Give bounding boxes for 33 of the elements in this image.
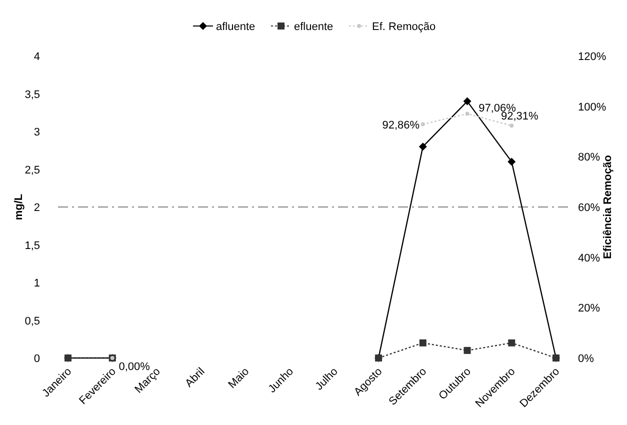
y2-tick-label: 40% (578, 252, 600, 264)
y-tick-label: 3,5 (24, 88, 40, 101)
y-tick-label: 2 (34, 202, 40, 214)
data-label: 92,86% (382, 119, 420, 132)
y2-tick-label: 100% (578, 101, 606, 114)
y-tick-label: 4 (34, 51, 40, 63)
y2-axis-title: Eficiência Remoção (602, 154, 614, 259)
point (464, 346, 471, 354)
point (510, 124, 514, 128)
point (465, 112, 470, 116)
y-tick-label: 3 (34, 126, 40, 138)
legend-label: Ef. Remoção (372, 21, 436, 33)
y-tick-label: 0 (34, 353, 40, 365)
y-tick-label: 1,5 (24, 240, 40, 252)
point (508, 339, 516, 346)
y2-tick-label: 80% (578, 152, 600, 164)
point (418, 142, 427, 151)
y-axis-title: mg/L (13, 194, 25, 220)
data-label: 0,00% (118, 361, 150, 373)
point (508, 158, 516, 166)
data-label: 92,31% (500, 110, 539, 123)
point (419, 339, 426, 346)
legend-label: afluente (216, 21, 256, 33)
y2-tick-label: 20% (578, 302, 600, 315)
y-tick-label: 0,5 (24, 315, 40, 328)
point (420, 122, 425, 126)
y2-tick-label: 60% (578, 202, 600, 214)
y2-tick-label: 120% (578, 51, 606, 63)
y-tick-label: 2,5 (24, 164, 40, 176)
legend-label: efluente (294, 21, 334, 33)
y2-tick-label: 0% (578, 353, 594, 365)
point (463, 97, 472, 106)
y-tick-label: 1 (34, 278, 40, 290)
